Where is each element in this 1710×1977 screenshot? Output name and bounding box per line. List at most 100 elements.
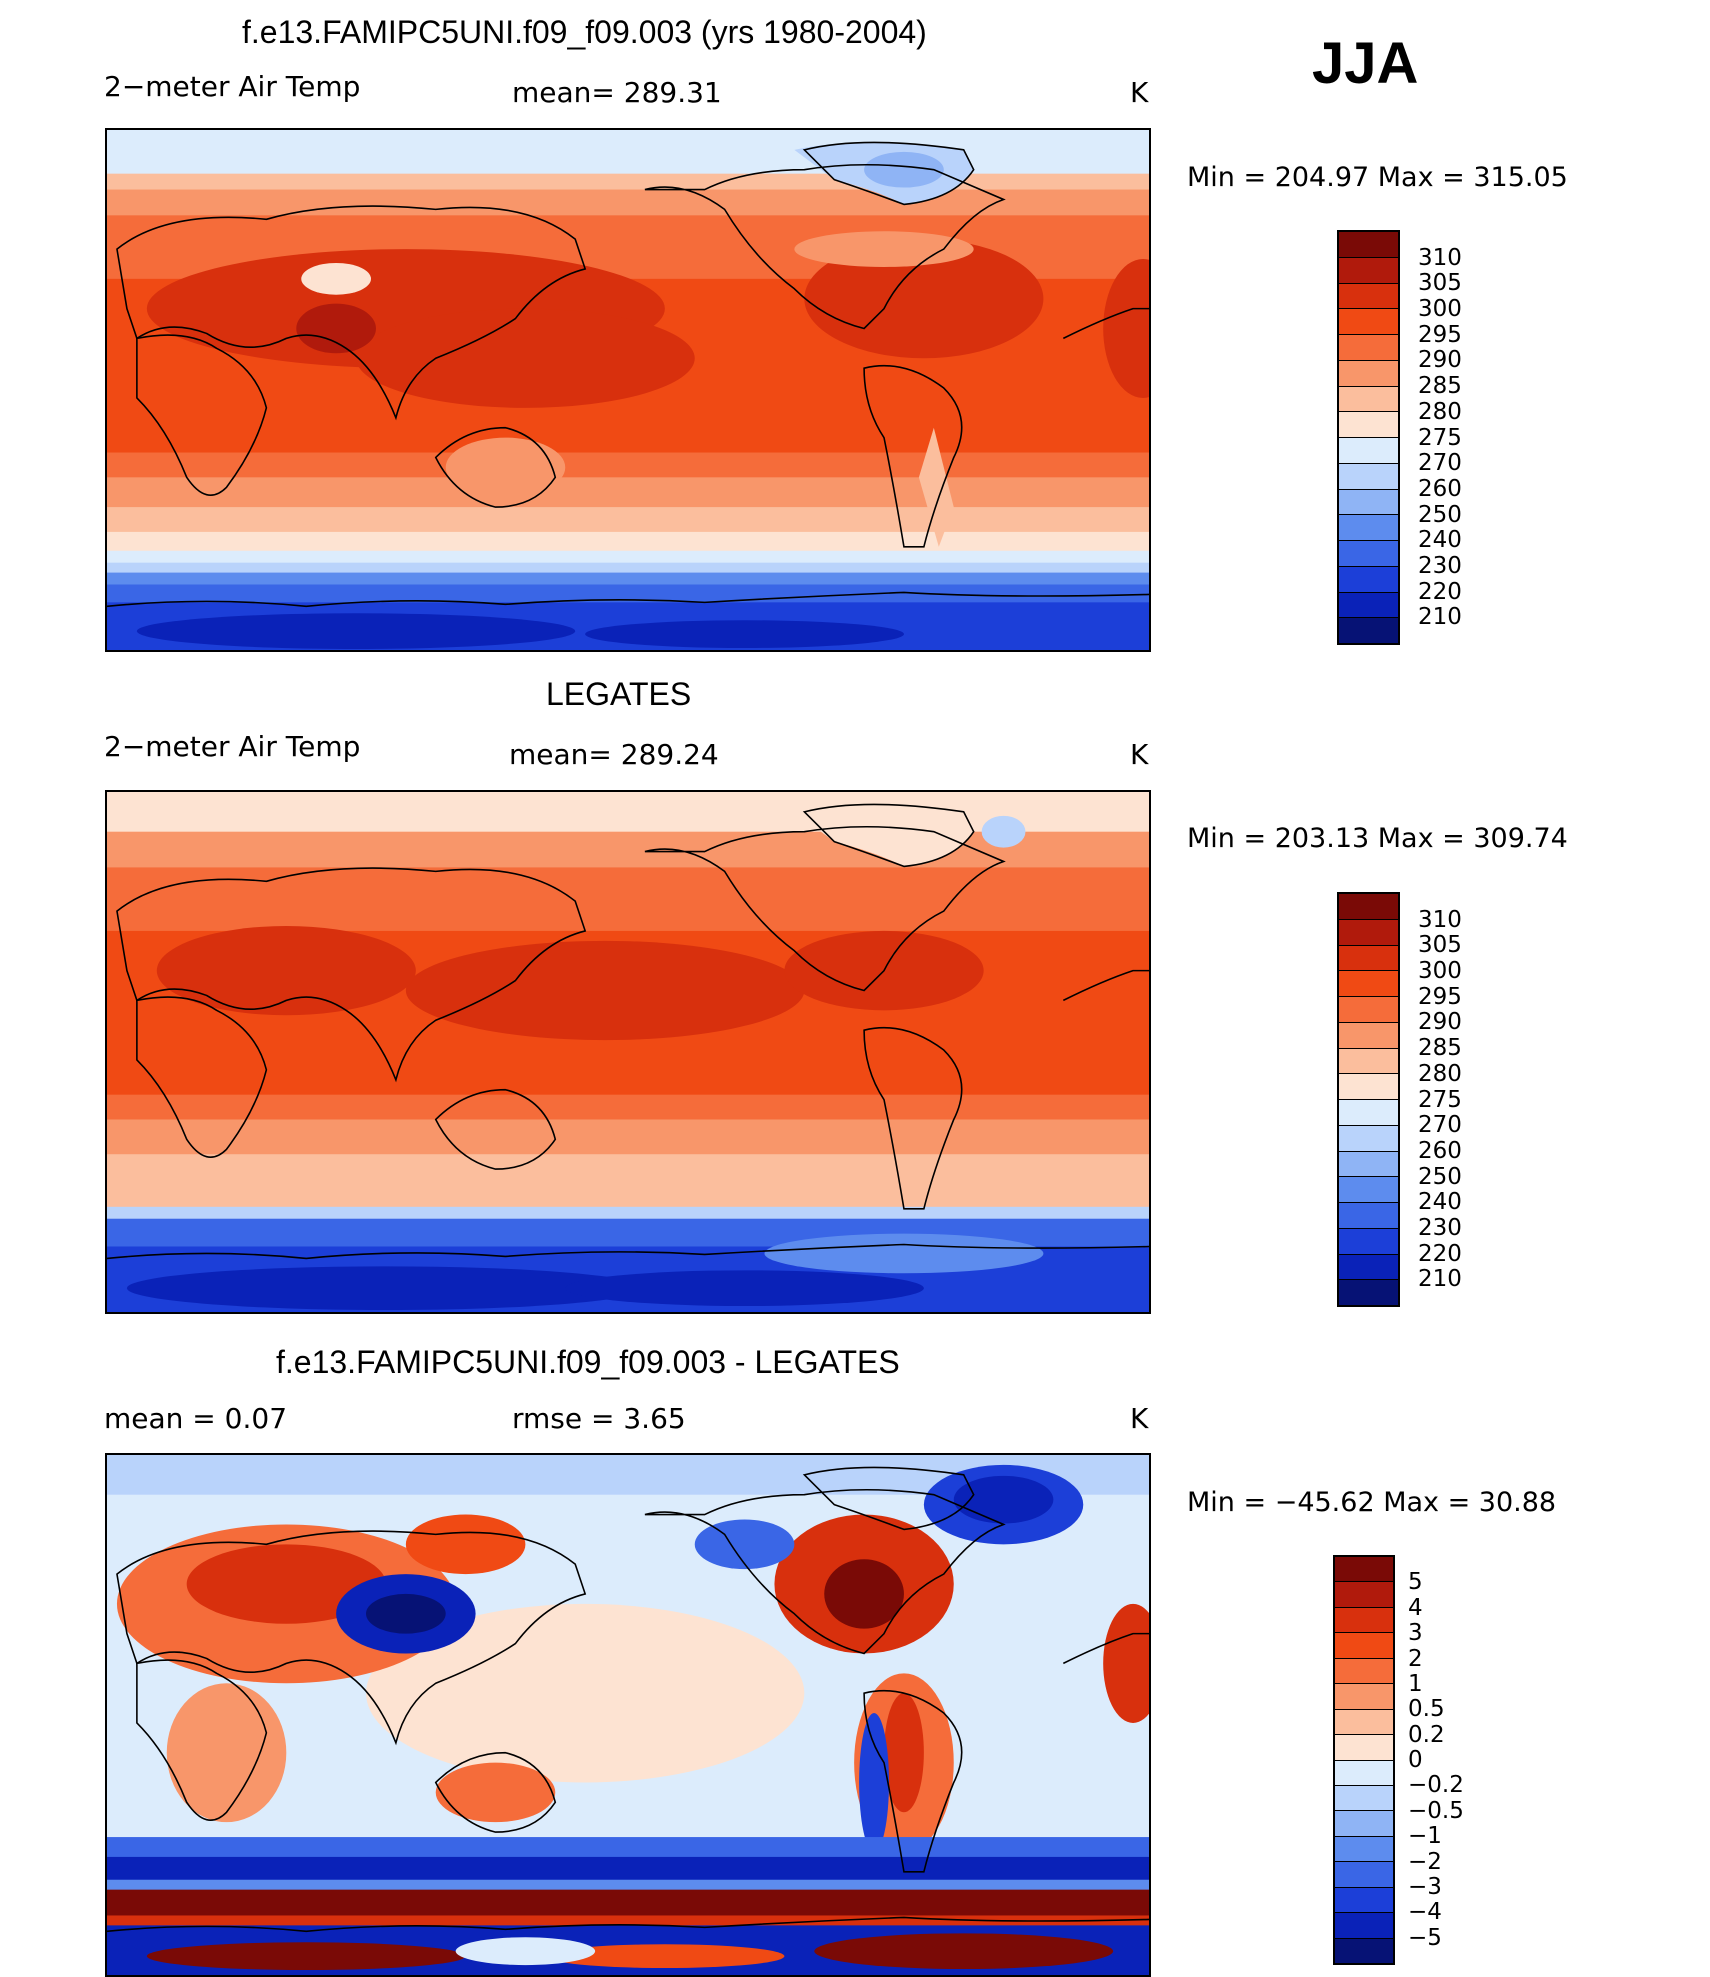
colorbar-swatch bbox=[1339, 309, 1398, 335]
panel2-mean-label: mean= 289.24 bbox=[509, 738, 719, 771]
colorbar-tick-label: 220 bbox=[1418, 1240, 1462, 1267]
colorbar-tick-label: −0.2 bbox=[1408, 1772, 1464, 1799]
colorbar-swatch bbox=[1335, 1684, 1393, 1710]
colorbar-tick-label: 280 bbox=[1418, 1060, 1462, 1087]
colorbar-swatch bbox=[1335, 1913, 1393, 1939]
colorbar-tick-label: 5 bbox=[1408, 1569, 1423, 1596]
colorbar-swatch bbox=[1339, 1100, 1398, 1126]
colorbar-tick-label: 220 bbox=[1418, 578, 1462, 605]
colorbar-swatch bbox=[1339, 919, 1398, 946]
panel3-map bbox=[105, 1453, 1151, 1977]
colorbar-tick-label: 275 bbox=[1418, 424, 1462, 451]
colorbar-tick-label: 250 bbox=[1418, 501, 1462, 528]
colorbar-swatch bbox=[1335, 1658, 1393, 1685]
panel2-title: LEGATES bbox=[546, 676, 692, 712]
panel3-map-field bbox=[107, 1455, 1149, 1975]
colorbar-tick-label: 240 bbox=[1418, 1189, 1462, 1216]
colorbar-tick-label: 285 bbox=[1418, 1035, 1462, 1062]
colorbar-swatch bbox=[1335, 1709, 1393, 1736]
colorbar-tick-label: −1 bbox=[1408, 1823, 1442, 1850]
colorbar-swatch bbox=[1339, 1254, 1398, 1281]
panel1-colorbar bbox=[1337, 230, 1400, 645]
colorbar-tick-label: 3 bbox=[1408, 1620, 1423, 1647]
panel2-colorbar bbox=[1337, 892, 1400, 1307]
panel3-units-label: K bbox=[1130, 1402, 1149, 1435]
colorbar-tick-label: 290 bbox=[1418, 1009, 1462, 1036]
colorbar-swatch bbox=[1339, 1125, 1398, 1152]
colorbar-tick-label: 305 bbox=[1418, 932, 1462, 959]
colorbar-tick-label: 270 bbox=[1418, 1112, 1462, 1139]
colorbar-tick-label: −2 bbox=[1408, 1848, 1442, 1875]
colorbar-tick-label: 210 bbox=[1418, 604, 1462, 631]
colorbar-tick-label: 210 bbox=[1418, 1266, 1462, 1293]
colorbar-swatch bbox=[1339, 997, 1398, 1023]
colorbar-swatch bbox=[1339, 971, 1398, 997]
panel1-variable-label: 2−meter Air Temp bbox=[104, 70, 361, 103]
panel1-title: f.e13.FAMIPC5UNI.f09_f09.003 (yrs 1980-2… bbox=[242, 14, 927, 50]
colorbar-swatch bbox=[1335, 1887, 1393, 1914]
colorbar-tick-label: 290 bbox=[1418, 347, 1462, 374]
colorbar-swatch bbox=[1339, 412, 1398, 438]
colorbar-tick-label: 250 bbox=[1418, 1163, 1462, 1190]
colorbar-swatch bbox=[1335, 1862, 1393, 1888]
colorbar-swatch bbox=[1339, 1280, 1398, 1305]
panel3-rmse-label: rmse = 3.65 bbox=[512, 1402, 686, 1435]
colorbar-tick-label: −4 bbox=[1408, 1899, 1442, 1926]
colorbar-tick-label: 295 bbox=[1418, 983, 1462, 1010]
colorbar-tick-label: 275 bbox=[1418, 1086, 1462, 1113]
colorbar-swatch bbox=[1335, 1938, 1393, 1963]
colorbar-tick-label: −3 bbox=[1408, 1873, 1442, 1900]
colorbar-swatch bbox=[1339, 592, 1398, 619]
colorbar-tick-label: −0.5 bbox=[1408, 1797, 1464, 1824]
colorbar-tick-label: 0.5 bbox=[1408, 1696, 1445, 1723]
colorbar-tick-label: 2 bbox=[1408, 1645, 1423, 1672]
colorbar-tick-label: −5 bbox=[1408, 1924, 1442, 1951]
colorbar-swatch bbox=[1335, 1785, 1393, 1812]
colorbar-swatch bbox=[1339, 566, 1398, 593]
colorbar-swatch bbox=[1339, 1151, 1398, 1178]
colorbar-swatch bbox=[1339, 945, 1398, 972]
colorbar-swatch bbox=[1339, 335, 1398, 361]
colorbar-tick-label: 0.2 bbox=[1408, 1721, 1445, 1748]
colorbar-swatch bbox=[1339, 386, 1398, 413]
panel1-minmax: Min = 204.97 Max = 315.05 bbox=[1187, 162, 1568, 193]
colorbar-tick-label: 300 bbox=[1418, 296, 1462, 323]
panel1-mean-label: mean= 289.31 bbox=[512, 76, 722, 109]
colorbar-tick-label: 270 bbox=[1418, 450, 1462, 477]
colorbar-swatch bbox=[1335, 1735, 1393, 1761]
colorbar-swatch bbox=[1339, 489, 1398, 516]
colorbar-tick-label: 285 bbox=[1418, 373, 1462, 400]
panel3-title: f.e13.FAMIPC5UNI.f09_f09.003 - LEGATES bbox=[276, 1344, 900, 1380]
colorbar-swatch bbox=[1335, 1607, 1393, 1634]
colorbar-swatch bbox=[1339, 438, 1398, 464]
colorbar-tick-label: 260 bbox=[1418, 1137, 1462, 1164]
panel3-colorbar bbox=[1333, 1555, 1395, 1965]
colorbar-swatch bbox=[1339, 283, 1398, 310]
colorbar-swatch bbox=[1339, 463, 1398, 490]
panel2-map bbox=[105, 790, 1151, 1314]
colorbar-swatch bbox=[1339, 1022, 1398, 1049]
colorbar-swatch bbox=[1339, 232, 1398, 258]
colorbar-swatch bbox=[1339, 515, 1398, 541]
colorbar-swatch bbox=[1339, 894, 1398, 920]
colorbar-tick-label: 230 bbox=[1418, 552, 1462, 579]
colorbar-swatch bbox=[1339, 257, 1398, 284]
colorbar-tick-label: 310 bbox=[1418, 244, 1462, 271]
season-label: JJA bbox=[1312, 31, 1419, 96]
colorbar-tick-label: 260 bbox=[1418, 475, 1462, 502]
colorbar-swatch bbox=[1339, 1074, 1398, 1100]
colorbar-swatch bbox=[1335, 1836, 1393, 1863]
colorbar-tick-label: 280 bbox=[1418, 398, 1462, 425]
colorbar-swatch bbox=[1335, 1633, 1393, 1659]
colorbar-swatch bbox=[1339, 541, 1398, 567]
colorbar-tick-label: 295 bbox=[1418, 321, 1462, 348]
colorbar-tick-label: 4 bbox=[1408, 1594, 1423, 1621]
panel2-variable-label: 2−meter Air Temp bbox=[104, 730, 361, 763]
colorbar-tick-label: 1 bbox=[1408, 1670, 1423, 1697]
colorbar-swatch bbox=[1339, 1228, 1398, 1255]
colorbar-swatch bbox=[1335, 1811, 1393, 1837]
panel2-minmax: Min = 203.13 Max = 309.74 bbox=[1187, 823, 1568, 854]
panel1-map-field bbox=[107, 130, 1149, 650]
panel1-units-label: K bbox=[1130, 76, 1149, 109]
colorbar-tick-label: 0 bbox=[1408, 1747, 1423, 1773]
